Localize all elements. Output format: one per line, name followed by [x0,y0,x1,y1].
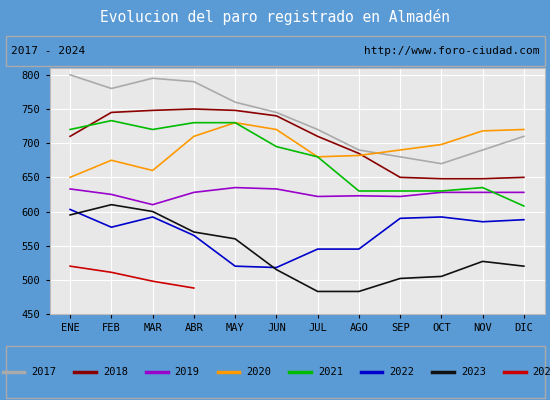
Text: 2019: 2019 [174,367,200,377]
Text: 2018: 2018 [103,367,128,377]
Text: 2022: 2022 [389,367,414,377]
Text: 2017: 2017 [31,367,56,377]
Text: 2024: 2024 [532,367,550,377]
Text: Evolucion del paro registrado en Almadén: Evolucion del paro registrado en Almadén [100,9,450,25]
Text: 2017 - 2024: 2017 - 2024 [11,46,85,56]
Text: http://www.foro-ciudad.com: http://www.foro-ciudad.com [364,46,539,56]
Text: 2020: 2020 [246,367,271,377]
Text: 2021: 2021 [318,367,343,377]
Text: 2023: 2023 [461,367,486,377]
